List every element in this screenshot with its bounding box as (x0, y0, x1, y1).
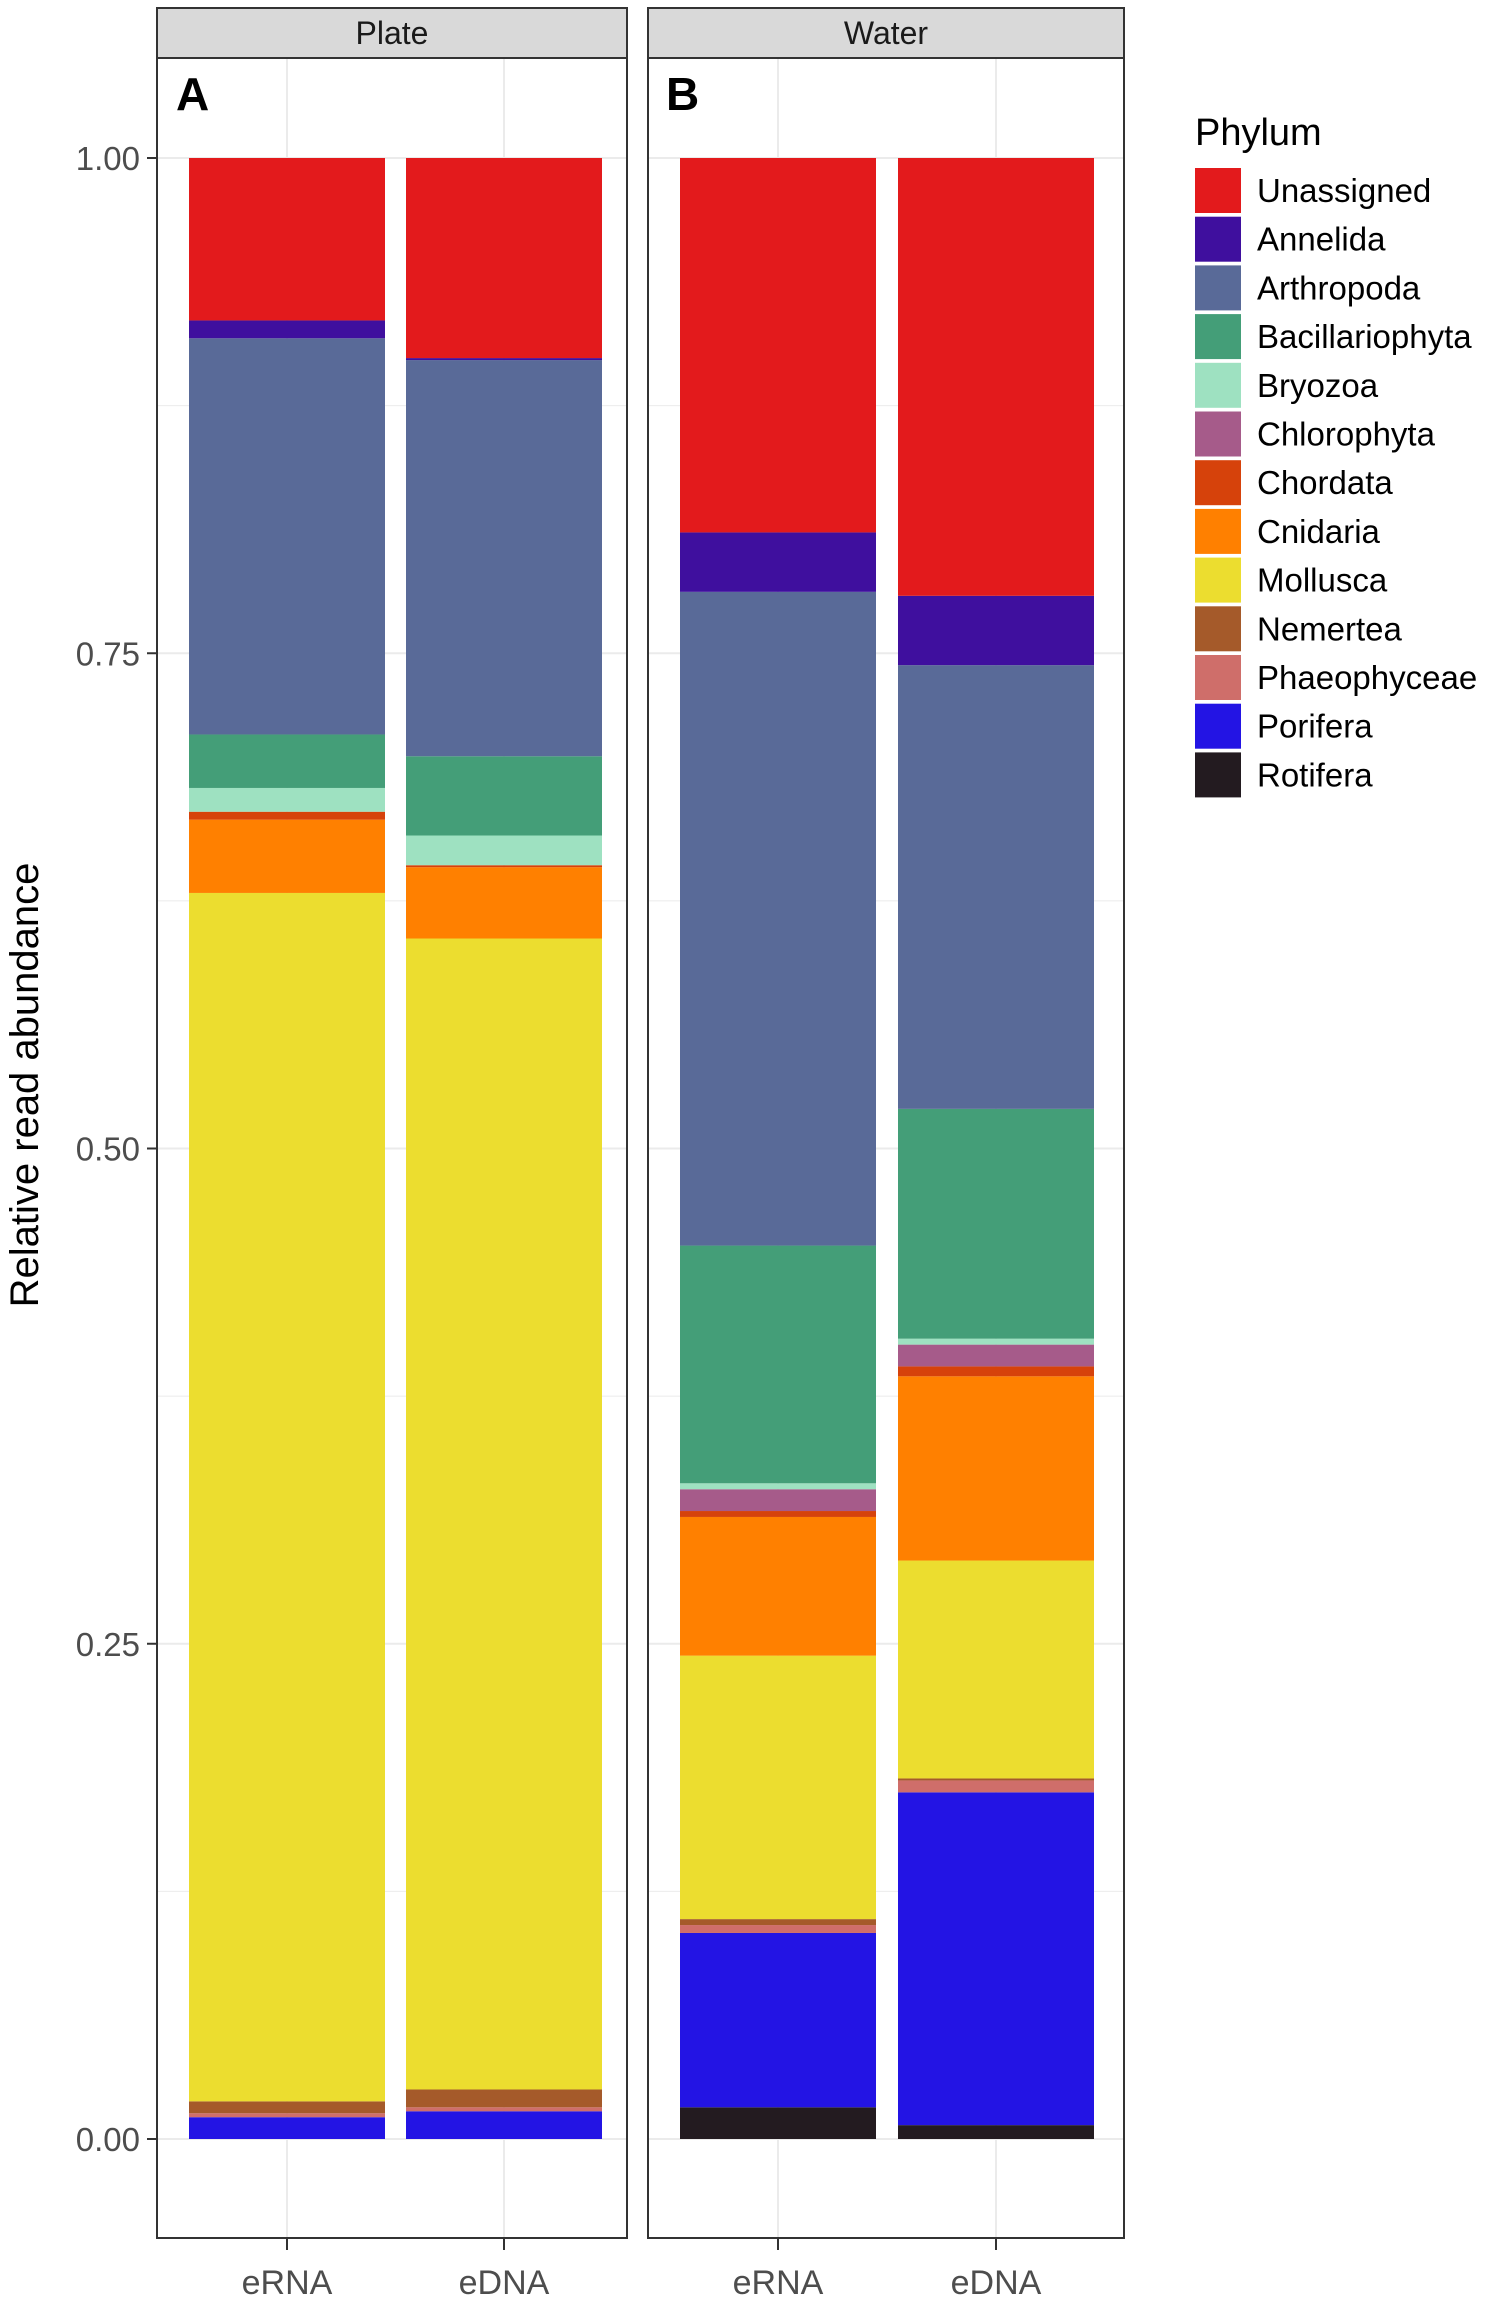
legend-key-bryozoa (1195, 362, 1241, 408)
bar-segment-plate-erna-unassigned (189, 158, 385, 321)
x-tick-label-edna: eDNA (459, 2264, 550, 2302)
bar-segment-water-erna-chordata (680, 1511, 876, 1517)
legend-label-cnidaria: Cnidaria (1257, 513, 1381, 550)
bar-segment-water-edna-nemertea (898, 1778, 1094, 1781)
facet-water-strip (647, 7, 1125, 59)
legend-key-bacillariophyta (1195, 314, 1241, 360)
bar-segment-plate-edna-porifera (406, 2111, 602, 2139)
bar-segment-plate-erna-arthropoda (189, 338, 385, 735)
bar-segment-plate-erna-phaeophyceae (189, 2113, 385, 2118)
bar-segment-plate-edna-mollusca (406, 938, 602, 2090)
legend-key-annelida (1195, 216, 1241, 262)
bar-segment-water-edna-arthropoda (898, 665, 1094, 1109)
facet-water-title: Water (844, 15, 929, 51)
bar-segment-plate-edna-nemertea (406, 2089, 602, 2108)
legend-key-mollusca (1195, 557, 1241, 603)
legend-label-phaeophyceae: Phaeophyceae (1257, 659, 1477, 696)
facet-plate-title: Plate (356, 15, 429, 51)
bar-segment-water-erna-mollusca (680, 1655, 876, 1920)
legend-label-nemertea: Nemertea (1257, 610, 1403, 647)
y-axis-title: Relative read abundance (3, 863, 47, 1308)
bar-segment-water-erna-phaeophyceae (680, 1925, 876, 1933)
bar-segment-plate-erna-bryozoa (189, 787, 385, 812)
bar-segment-water-erna-arthropoda (680, 591, 876, 1246)
bar-segment-plate-edna-annelida (406, 358, 602, 361)
bar-segment-water-edna-cnidaria (898, 1376, 1094, 1561)
bar-segment-water-erna-bryozoa (680, 1483, 876, 1490)
bar-segment-water-edna-porifera (898, 1792, 1094, 2126)
bar-segment-water-edna-bacillariophyta (898, 1108, 1094, 1339)
x-tick-label-erna: eRNA (242, 2264, 333, 2302)
bar-segment-water-edna-unassigned (898, 158, 1094, 596)
legend-key-chordata (1195, 460, 1241, 506)
legend: Phylum Unassigned Annelida Arthropoda Bacil… (1195, 112, 1477, 798)
y-axis: 0.00 0.25 0.50 0.75 1.00 (76, 140, 157, 2158)
bar-segment-water-edna-rotifera (898, 2125, 1094, 2139)
bar-segment-water-erna-nemertea (680, 1919, 876, 1926)
bar-segment-plate-edna-bacillariophyta (406, 756, 602, 836)
legend-key-arthropoda (1195, 265, 1241, 311)
bar-segment-water-erna-annelida (680, 532, 876, 592)
bar-segment-plate-edna-phaeophyceae (406, 2107, 602, 2112)
x-tick-label-edna: eDNA (951, 2264, 1042, 2302)
bar-segment-plate-erna-porifera (189, 2117, 385, 2139)
bar-segment-plate-erna-annelida (189, 320, 385, 339)
facet-water-panel-label: B (666, 68, 699, 120)
bar-segment-water-erna-porifera (680, 1932, 876, 2108)
facet-plate-panel-label: A (176, 68, 209, 120)
bar-segment-water-edna-chlorophyta (898, 1344, 1094, 1367)
legend-label-bacillariophyta: Bacillariophyta (1257, 318, 1472, 355)
bar-segment-water-erna-cnidaria (680, 1516, 876, 1656)
y-tick-label: 0.00 (76, 2121, 140, 2158)
x-tick-label-erna: eRNA (733, 2264, 824, 2302)
legend-label-arthropoda: Arthropoda (1257, 269, 1421, 306)
bar-segment-water-edna-phaeophyceae (898, 1780, 1094, 1793)
legend-label-mollusca: Mollusca (1257, 562, 1388, 599)
bar-segment-water-erna-unassigned (680, 158, 876, 533)
bar-segment-water-erna-rotifera (680, 2107, 876, 2139)
bar-segment-plate-erna-bacillariophyta (189, 734, 385, 788)
bar-segment-plate-edna-bryozoa (406, 835, 602, 866)
legend-key-unassigned (1195, 168, 1241, 213)
y-tick-label: 0.25 (76, 1626, 140, 1663)
facet-plate-bars (189, 158, 602, 2139)
facet-water: Water B (647, 7, 1125, 2239)
legend-label-porifera: Porifera (1257, 708, 1373, 745)
legend-title: Phylum (1195, 112, 1322, 154)
legend-key-rotifera (1195, 752, 1241, 798)
legend-label-rotifera: Rotifera (1257, 756, 1373, 793)
legend-key-nemertea (1195, 606, 1241, 652)
bar-segment-plate-edna-cnidaria (406, 867, 602, 939)
bar-segment-water-edna-chordata (898, 1366, 1094, 1377)
bar-segment-plate-edna-chordata (406, 865, 602, 868)
bar-segment-water-erna-bacillariophyta (680, 1245, 876, 1484)
y-tick-label: 0.50 (76, 1131, 140, 1168)
legend-label-annelida: Annelida (1257, 221, 1386, 258)
legend-label-chlorophyta: Chlorophyta (1257, 416, 1436, 453)
legend-key-cnidaria (1195, 508, 1241, 554)
legend-label-unassigned: Unassigned (1257, 172, 1431, 209)
bar-segment-plate-edna-arthropoda (406, 360, 602, 757)
bar-segment-plate-erna-nemertea (189, 2101, 385, 2114)
bar-segment-water-edna-annelida (898, 595, 1094, 666)
bar-segment-plate-erna-chordata (189, 811, 385, 820)
y-tick-label: 1.00 (76, 140, 140, 177)
bar-segment-water-edna-mollusca (898, 1560, 1094, 1779)
bar-segment-plate-edna-unassigned (406, 158, 602, 359)
x-axis: eRNA eDNA eRNA eDNA (242, 2238, 1042, 2302)
legend-key-chlorophyta (1195, 411, 1241, 457)
bar-segment-plate-erna-mollusca (189, 892, 385, 2102)
y-tick-label: 0.75 (76, 635, 140, 672)
legend-key-phaeophyceae (1195, 655, 1241, 700)
facet-plate-strip (156, 7, 628, 59)
legend-key-porifera (1195, 703, 1241, 749)
facet-water-bars (680, 158, 1094, 2139)
bar-segment-water-edna-bryozoa (898, 1338, 1094, 1345)
legend-label-bryozoa: Bryozoa (1257, 367, 1379, 404)
bar-segment-plate-erna-cnidaria (189, 819, 385, 893)
facet-plate: Plate A (156, 7, 628, 2239)
bar-segment-water-erna-chlorophyta (680, 1489, 876, 1512)
legend-label-chordata: Chordata (1257, 464, 1393, 501)
